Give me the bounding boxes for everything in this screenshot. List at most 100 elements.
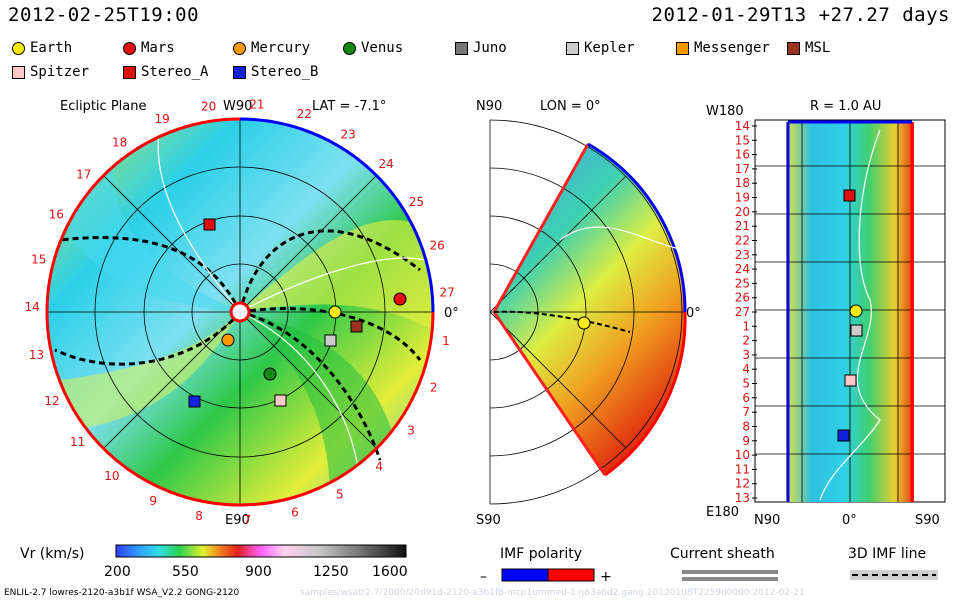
meridional-rim-positive (604, 311, 687, 477)
colorbar-tick: 200 (104, 564, 131, 580)
rim-tick-label: 24 (379, 157, 394, 171)
imf-negative-swatch (501, 568, 549, 582)
radial-y-tick: 23 (735, 248, 750, 262)
mars-marker (393, 292, 407, 306)
juno-marker-icon (455, 41, 468, 55)
ecliptic-imf-lines (54, 229, 422, 461)
rim-tick-label: 15 (31, 252, 46, 266)
meridional-grid (489, 119, 685, 505)
meridional-heatmap (494, 144, 686, 475)
legend-item: Juno (455, 40, 507, 56)
radial-y-tick: 20 (735, 205, 750, 219)
mercury-marker-icon (233, 41, 246, 55)
ecliptic-current-sheath (157, 124, 426, 481)
meridional-lon: LON = 0° (540, 99, 601, 114)
radial-x-left: N90 (754, 513, 780, 528)
rim-tick-label: 2 (430, 381, 438, 395)
radial-y-tick: 8 (742, 420, 750, 434)
meridional-rim-negative (587, 142, 687, 313)
legend-label: Venus (361, 40, 404, 56)
legend-label: Stereo_A (141, 64, 209, 80)
radial-y-tick: 14 (735, 119, 750, 133)
radial-y-tick: 7 (742, 405, 750, 419)
rim-tick-label: 27 (439, 286, 454, 300)
radial-top-left: W180 (706, 104, 744, 119)
mercury-marker (221, 333, 235, 347)
imf-line-label: 3D IMF line (848, 546, 926, 562)
ecliptic-lat: LAT = -7.1° (312, 99, 386, 114)
rim-tick-label: 5 (336, 488, 344, 502)
venus-marker-icon (343, 41, 356, 55)
timestamp-right: 2012-01-29T13 +27.27 days (651, 4, 950, 26)
venus-marker (263, 367, 277, 381)
radial-y-tick: 9 (742, 434, 750, 448)
legend-item: Kepler (566, 40, 635, 56)
stereo-a-marker-icon (123, 65, 136, 79)
imf-positive-swatch (547, 568, 595, 582)
radial-y-tick: 22 (735, 234, 750, 248)
radial-y-tick: 3 (742, 348, 750, 362)
colorbar (115, 544, 407, 558)
ecliptic-bottom-label: E90 (225, 513, 250, 528)
rim-tick-label: 25 (409, 195, 424, 209)
radial-y-tick: 11 (735, 462, 750, 476)
kepler-marker-icon (566, 41, 579, 55)
rim-tick-label: 22 (297, 107, 312, 121)
radial-y-tick: 27 (735, 305, 750, 319)
rim-tick-label: 17 (76, 168, 91, 182)
rim-tick-label: 20 (201, 99, 216, 113)
meridional-edge-south (492, 311, 607, 476)
earth-marker (328, 305, 342, 319)
radial-y-tick: 25 (735, 276, 750, 290)
colorbar-tick: 1250 (313, 564, 349, 580)
colorbar-tick: 1600 (372, 564, 408, 580)
radial-y-tick: 5 (742, 377, 750, 391)
colorbar-tick: 900 (245, 564, 272, 580)
footer-run-info: ENLIL-2.7 lowres-2120-a3b1f WSA_V2.2 GON… (4, 588, 240, 598)
ecliptic-top-label: W90 (223, 99, 252, 114)
rim-tick-label: 18 (112, 135, 127, 149)
radial-y-tick: 12 (735, 477, 750, 491)
radial-y-tick: 16 (735, 148, 750, 162)
legend-label: Mars (141, 40, 175, 56)
meridional-top-label: N90 (476, 99, 502, 114)
legend-label: Mercury (251, 40, 311, 56)
imf-plus-label: + (600, 569, 612, 585)
rim-tick-label: 23 (341, 127, 356, 141)
rim-tick-label: 26 (429, 238, 444, 252)
ecliptic-right-label: 0° (444, 306, 459, 321)
rim-tick-label: 9 (149, 494, 157, 508)
rim-tick-label: 13 (29, 348, 44, 362)
stereo-a-marker (843, 189, 856, 202)
colorbar-label: Vr (km/s) (20, 546, 84, 562)
rim-tick-label: 12 (44, 394, 59, 408)
earth-marker-icon (12, 41, 25, 55)
imf-minus-label: – (480, 569, 487, 585)
stereo-a-marker (203, 218, 216, 231)
radial-y-tick: 24 (735, 262, 750, 276)
legend-label: Earth (30, 40, 73, 56)
radial-title: R = 1.0 AU (810, 99, 881, 114)
rim-tick-label: 8 (195, 509, 203, 523)
ecliptic-rim-positive (45, 117, 435, 507)
legend-item: Messenger (676, 40, 770, 56)
legend-label: Kepler (584, 40, 635, 56)
rim-tick-label: 11 (70, 435, 85, 449)
kepler-marker (324, 334, 337, 347)
earth-marker (577, 316, 591, 330)
meridional-right-label: 0° (686, 306, 701, 321)
radial-x-mid: 0° (842, 513, 857, 528)
stereo-b-marker (837, 429, 850, 442)
legend-item: MSL (787, 40, 830, 56)
radial-y-tick: 26 (735, 291, 750, 305)
msl-marker-icon (787, 41, 800, 55)
rim-tick-label: 14 (24, 300, 39, 314)
rim-tick-label: 6 (291, 506, 299, 520)
rim-tick-label: 4 (375, 460, 383, 474)
radial-tick-labels: 1415161718192021222324252627123456789101… (735, 119, 757, 505)
radial-y-tick: 21 (735, 219, 750, 233)
imf-polarity-label: IMF polarity (500, 546, 582, 562)
radial-y-tick: 2 (742, 334, 750, 348)
legend-label: Spitzer (30, 64, 90, 80)
radial-y-tick: 4 (742, 362, 750, 376)
